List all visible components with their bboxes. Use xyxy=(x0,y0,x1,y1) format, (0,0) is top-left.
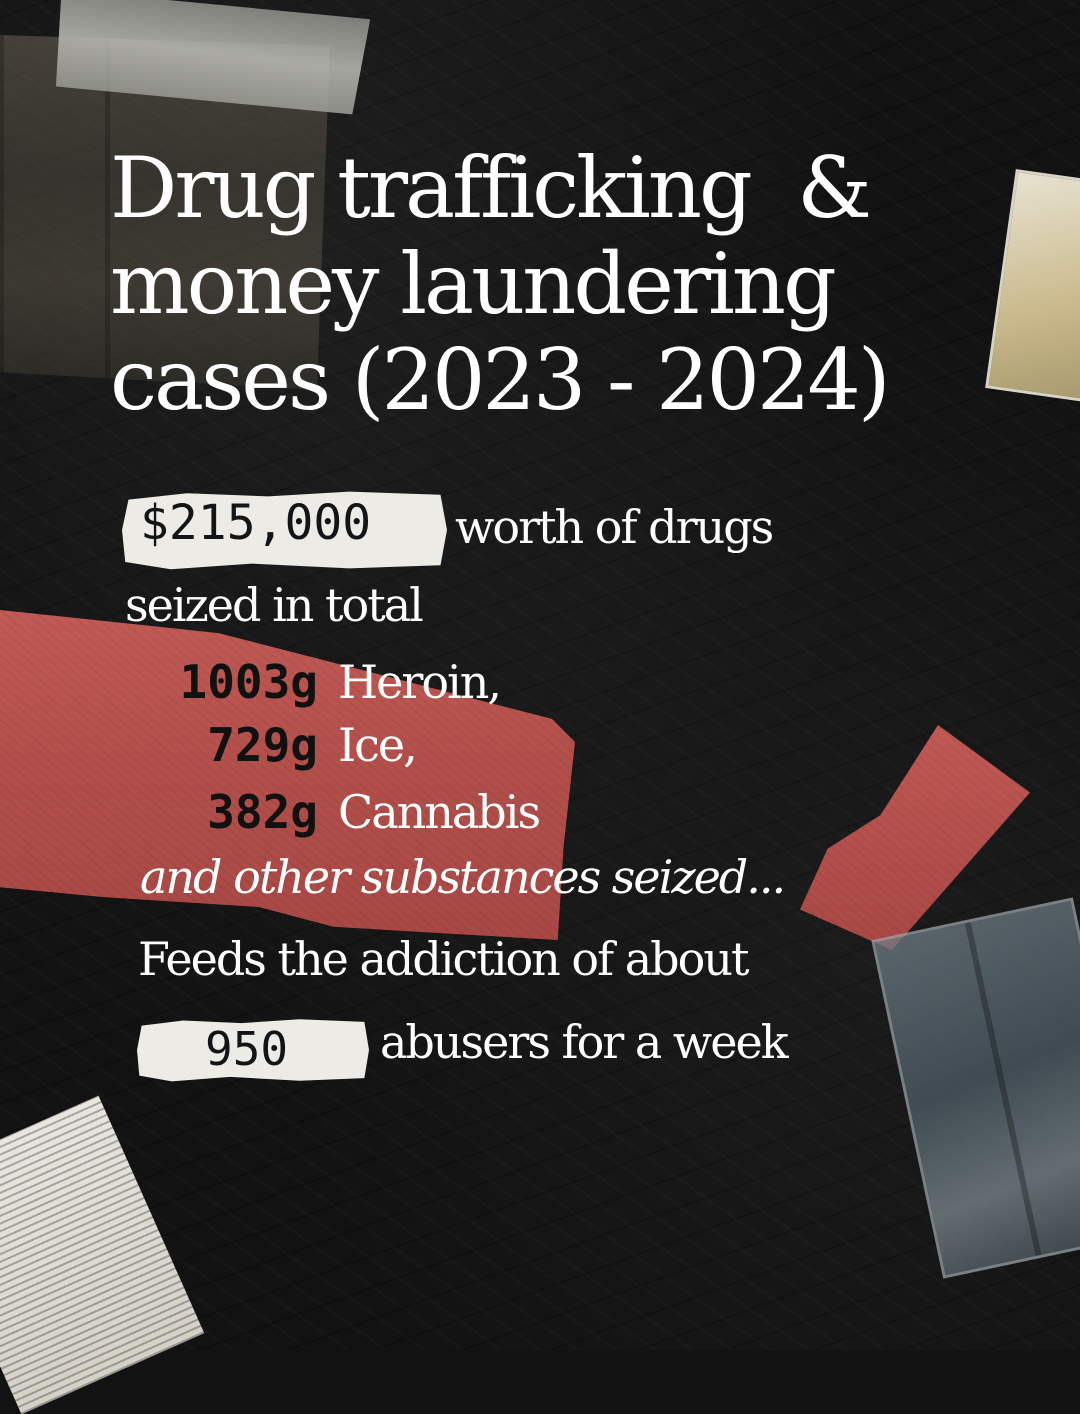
drug-quantity-heroin: 1003g xyxy=(179,655,318,709)
abuser-count: 950 xyxy=(205,1022,289,1076)
page-title: Drug trafficking & money laundering case… xyxy=(110,140,1010,428)
title-line-2: money laundering xyxy=(110,235,837,333)
paper-label-money xyxy=(122,491,447,570)
abusers-text: abusers for a week xyxy=(380,1015,789,1069)
drug-quantity-ice: 729g xyxy=(207,718,318,772)
title-line-3: cases (2023 - 2024) xyxy=(110,331,891,429)
seized-total-text: seized in total xyxy=(125,578,424,632)
other-substances-text: and other substances seized... xyxy=(140,850,786,904)
seized-value: $215,000 xyxy=(140,495,372,551)
worth-text: worth of drugs xyxy=(455,500,774,554)
paper-label-count xyxy=(137,1019,369,1082)
title-line-1: Drug trafficking & xyxy=(110,139,872,237)
feeds-addiction-text: Feeds the addiction of about xyxy=(138,932,749,986)
drug-name-ice: Ice, xyxy=(338,718,418,772)
drug-name-heroin: Heroin, xyxy=(338,655,502,709)
drug-quantity-cannabis: 382g xyxy=(207,785,318,839)
drug-name-cannabis: Cannabis xyxy=(338,785,541,839)
